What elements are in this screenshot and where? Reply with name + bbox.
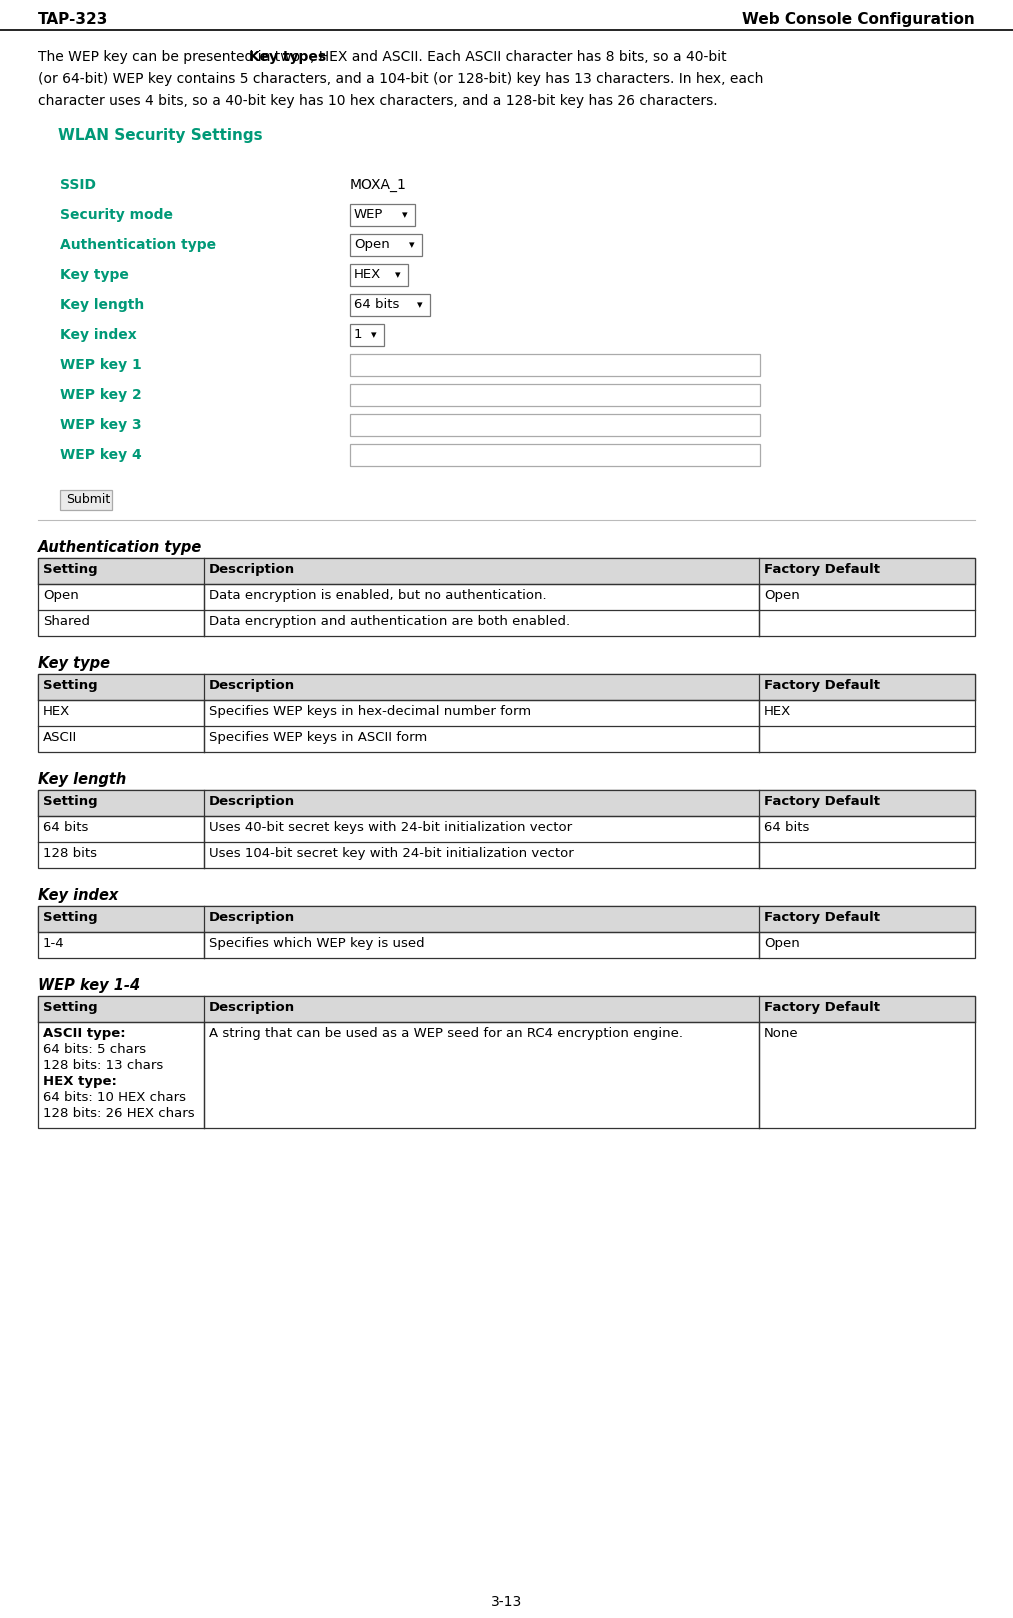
Text: A string that can be used as a WEP seed for an RC4 encryption engine.: A string that can be used as a WEP seed … (209, 1027, 683, 1040)
Text: ▾: ▾ (409, 239, 414, 251)
Text: 128 bits: 128 bits (43, 846, 97, 861)
Text: 1: 1 (354, 328, 363, 341)
Text: 128 bits: 13 chars: 128 bits: 13 chars (43, 1060, 163, 1073)
Text: 64 bits: 10 HEX chars: 64 bits: 10 HEX chars (43, 1091, 186, 1103)
Text: WEP key 4: WEP key 4 (60, 448, 142, 463)
Text: Key types: Key types (248, 50, 326, 65)
Text: Key length: Key length (38, 772, 127, 786)
Text: Uses 104-bit secret key with 24-bit initialization vector: Uses 104-bit secret key with 24-bit init… (209, 846, 573, 861)
Text: ASCII type:: ASCII type: (43, 1027, 126, 1040)
Text: ▾: ▾ (417, 299, 422, 311)
Text: TAP-323: TAP-323 (38, 11, 108, 28)
Text: Factory Default: Factory Default (764, 1002, 880, 1014)
Text: Key type: Key type (38, 655, 110, 671)
Text: None: None (764, 1027, 798, 1040)
Text: 64 bits: 5 chars: 64 bits: 5 chars (43, 1044, 146, 1057)
Text: Data encryption and authentication are both enabled.: Data encryption and authentication are b… (209, 615, 570, 628)
Text: Factory Default: Factory Default (764, 794, 880, 807)
Text: Key index: Key index (38, 888, 119, 903)
Bar (60, 490, 112, 510)
Text: 128 bits: 26 HEX chars: 128 bits: 26 HEX chars (43, 1107, 194, 1120)
Bar (38, 558, 975, 636)
Text: WLAN Security Settings: WLAN Security Settings (58, 128, 262, 142)
Text: Description: Description (209, 911, 295, 924)
Bar (350, 294, 430, 316)
Text: WEP key 1-4: WEP key 1-4 (38, 977, 140, 993)
Bar (350, 264, 408, 286)
Text: 1-4: 1-4 (43, 937, 65, 950)
Text: Authentication type: Authentication type (60, 238, 216, 252)
Text: Description: Description (209, 563, 295, 576)
Text: 64 bits: 64 bits (43, 820, 88, 833)
Bar (38, 906, 975, 958)
Text: Authentication type: Authentication type (38, 540, 203, 555)
Text: Uses 40-bit secret keys with 24-bit initialization vector: Uses 40-bit secret keys with 24-bit init… (209, 820, 572, 833)
Text: 64 bits: 64 bits (354, 298, 399, 311)
Text: Key index: Key index (60, 328, 137, 341)
Text: WEP key 3: WEP key 3 (60, 417, 142, 432)
Text: Specifies WEP keys in ASCII form: Specifies WEP keys in ASCII form (209, 731, 427, 744)
Text: Description: Description (209, 1002, 295, 1014)
Text: Specifies WEP keys in hex-decimal number form: Specifies WEP keys in hex-decimal number… (209, 705, 531, 718)
Text: ▾: ▾ (395, 270, 400, 280)
Text: Security mode: Security mode (60, 209, 173, 222)
Text: HEX: HEX (43, 705, 70, 718)
Text: HEX type:: HEX type: (43, 1074, 116, 1087)
Text: Factory Default: Factory Default (764, 911, 880, 924)
Text: Open: Open (354, 238, 390, 251)
Text: (or 64-bit) WEP key contains 5 characters, and a 104-bit (or 128-bit) key has 13: (or 64-bit) WEP key contains 5 character… (38, 71, 764, 86)
Text: Description: Description (209, 680, 295, 693)
Text: Web Console Configuration: Web Console Configuration (743, 11, 975, 28)
Text: WEP: WEP (354, 209, 383, 222)
Text: HEX: HEX (354, 269, 381, 282)
Text: Factory Default: Factory Default (764, 563, 880, 576)
Text: SSID: SSID (60, 178, 96, 193)
Text: WEP key 2: WEP key 2 (60, 388, 142, 401)
Bar (38, 997, 975, 1128)
Text: Setting: Setting (43, 794, 97, 807)
Text: Specifies which WEP key is used: Specifies which WEP key is used (209, 937, 424, 950)
Text: MOXA_1: MOXA_1 (350, 178, 407, 193)
Text: Shared: Shared (43, 615, 90, 628)
Bar (38, 675, 975, 701)
Text: Open: Open (764, 589, 799, 602)
Text: Data encryption is enabled, but no authentication.: Data encryption is enabled, but no authe… (209, 589, 547, 602)
Text: The WEP key can be presented in two: The WEP key can be presented in two (38, 50, 305, 65)
Bar (38, 906, 975, 932)
Bar (350, 354, 760, 375)
Bar (350, 204, 415, 227)
Text: Key type: Key type (60, 269, 129, 282)
Text: Setting: Setting (43, 563, 97, 576)
Bar (350, 324, 384, 346)
Text: Setting: Setting (43, 911, 97, 924)
Text: ▾: ▾ (371, 330, 377, 340)
Text: , HEX and ASCII. Each ASCII character has 8 bits, so a 40-bit: , HEX and ASCII. Each ASCII character ha… (310, 50, 726, 65)
Text: Description: Description (209, 794, 295, 807)
Bar (38, 997, 975, 1023)
Bar (350, 443, 760, 466)
Text: 3-13: 3-13 (491, 1595, 522, 1608)
Text: Key length: Key length (60, 298, 144, 312)
Text: 64 bits: 64 bits (764, 820, 809, 833)
Bar (350, 235, 422, 256)
Bar (350, 383, 760, 406)
Text: HEX: HEX (764, 705, 791, 718)
Bar (38, 790, 975, 815)
Text: Open: Open (764, 937, 799, 950)
Text: Open: Open (43, 589, 79, 602)
Text: WEP key 1: WEP key 1 (60, 358, 142, 372)
Text: character uses 4 bits, so a 40-bit key has 10 hex characters, and a 128-bit key : character uses 4 bits, so a 40-bit key h… (38, 94, 717, 108)
Text: Setting: Setting (43, 1002, 97, 1014)
Bar (38, 675, 975, 752)
Text: Factory Default: Factory Default (764, 680, 880, 693)
Bar (38, 558, 975, 584)
Text: Submit: Submit (66, 493, 110, 506)
Text: ▾: ▾ (402, 210, 407, 220)
Bar (38, 790, 975, 867)
Bar (350, 414, 760, 435)
Text: ASCII: ASCII (43, 731, 77, 744)
Text: Setting: Setting (43, 680, 97, 693)
